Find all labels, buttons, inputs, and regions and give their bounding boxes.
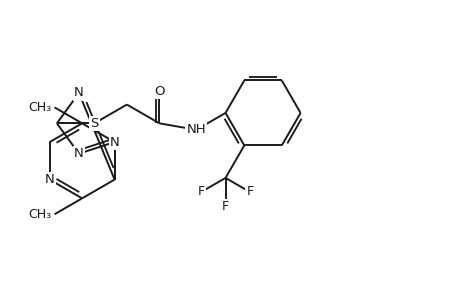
Text: N: N [110,136,119,148]
Text: F: F [197,185,204,199]
Text: NH: NH [186,123,206,136]
Text: CH₃: CH₃ [28,208,51,221]
Text: CH₃: CH₃ [28,101,51,114]
Text: S: S [90,117,98,130]
Text: O: O [154,85,164,98]
Text: N: N [74,86,84,100]
Text: F: F [222,200,229,212]
Text: N: N [45,173,55,186]
Text: N: N [74,147,84,160]
Text: F: F [246,185,253,199]
